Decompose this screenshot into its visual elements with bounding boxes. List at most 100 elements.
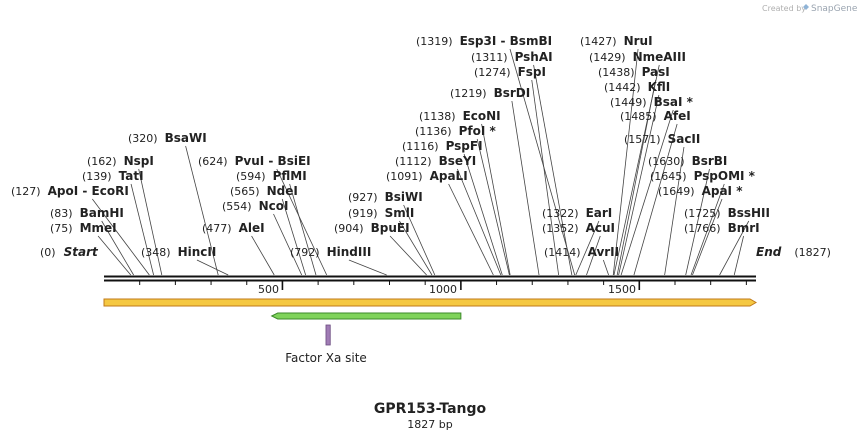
site-position: (554)	[222, 200, 252, 213]
site-enzyme-name: BpuEI	[371, 221, 410, 235]
leader-pspfi	[463, 153, 503, 276]
site-label-nspi[interactable]: (162) NspI	[87, 154, 154, 168]
feature-green-arrow[interactable]	[270, 312, 462, 320]
site-label-afei[interactable]: (1485) AfeI	[620, 109, 691, 123]
site-position: (1485)	[620, 110, 657, 123]
site-label-ndei[interactable]: (565) NdeI	[230, 184, 298, 198]
site-label-bamhi[interactable]: (83) BamHI	[50, 206, 124, 220]
map-subtitle: 1827 bp	[407, 418, 452, 431]
site-enzyme-name: ApoI	[48, 184, 79, 198]
site-position: (565)	[230, 185, 260, 198]
leader-eari	[575, 220, 600, 276]
site-label-econi[interactable]: (1138) EcoNI	[419, 109, 501, 123]
tick-label-1500: 1500	[608, 283, 636, 296]
leader-alei	[251, 235, 275, 276]
site-enzyme-name: SmlI	[385, 206, 415, 220]
site-label-nrui[interactable]: (1427) NruI	[580, 34, 653, 48]
site-label-bsai[interactable]: (1449) BsaI *	[610, 95, 694, 109]
site-label-bsrbi[interactable]: (1630) BsrBI	[648, 154, 727, 168]
site-label-apoi[interactable]: (127) ApoI - EcoRI	[11, 184, 129, 198]
site-label-alei[interactable]: (477) AleI	[202, 221, 265, 235]
credit-text: Created by	[762, 4, 806, 13]
feature-orf-arrow[interactable]	[103, 298, 757, 307]
site-label-pfoi[interactable]: (1136) PfoI *	[415, 124, 496, 138]
site-label-mmei[interactable]: (75) MmeI	[50, 221, 117, 235]
site-label-hindiii[interactable]: (792) HindIII	[290, 245, 371, 259]
site-enzyme-name: PshAI	[515, 50, 553, 64]
site-label-avrii[interactable]: (1414) AvrII	[544, 245, 619, 259]
site-label-pasi[interactable]: (1438) PasI	[598, 65, 670, 79]
leader-acui	[586, 235, 601, 276]
site-label-nmeaiii[interactable]: (1429) NmeAIII	[589, 50, 686, 64]
site-enzyme-name: AleI	[239, 221, 265, 235]
site-label-bsawi[interactable]: (320) BsaWI	[128, 131, 207, 145]
site-label-pspomi[interactable]: (1645) PspOMI *	[650, 169, 756, 183]
start-name: Start	[64, 245, 99, 259]
site-label-eari[interactable]: (1322) EarI	[542, 206, 612, 220]
site-enzyme-name: EcoNI	[463, 109, 501, 123]
site-position: (1138)	[419, 110, 456, 123]
site-enzyme-name: MmeI	[80, 221, 117, 235]
site-label-smli[interactable]: (919) SmlI	[348, 206, 414, 220]
leader-hindiii	[348, 259, 387, 276]
leader-pfoi	[476, 138, 510, 276]
site-enzyme-name: BsaWI	[165, 131, 207, 145]
start-label: (0) Start	[40, 245, 99, 259]
site-enzyme-name: PfoI *	[459, 124, 497, 138]
site-label-acui[interactable]: (1352) AcuI	[542, 221, 615, 235]
site-enzyme-name: NcoI	[259, 199, 289, 213]
site-label-pshai[interactable]: (1311) PshAI	[471, 50, 553, 64]
site-position: (1219)	[450, 87, 487, 100]
site-enzyme-name: Esp3I	[460, 34, 497, 48]
site-label-pspfi[interactable]: (1116) PspFI	[402, 139, 483, 153]
site-label-sacii[interactable]: (1571) SacII	[624, 132, 700, 146]
site-label-hincii[interactable]: (348) HincII	[141, 245, 216, 259]
leader-pflmi	[289, 183, 317, 276]
site-label-fspi[interactable]: (1274) FspI	[474, 65, 546, 79]
leader-pvui	[276, 168, 328, 276]
leader-ndei	[281, 198, 307, 276]
factor-xa-label[interactable]: Factor Xa site	[285, 351, 367, 365]
leader-bsai	[620, 109, 674, 276]
leader-ncoi	[273, 213, 303, 276]
site-label-bseyi[interactable]: (1112) BseYI	[395, 154, 476, 168]
tick-label-500: 500	[258, 283, 279, 296]
site-enzyme-name: NspI	[124, 154, 154, 168]
site-label-pvui[interactable]: (624) PvuI - BsiEI	[198, 154, 311, 168]
leader-afei	[633, 123, 678, 276]
site-position: (1725)	[684, 207, 721, 220]
site-label-pflmi[interactable]: (594) PflMI	[236, 169, 307, 183]
site-position: (1322)	[542, 207, 579, 220]
scale-ticks	[139, 281, 747, 290]
site-enzyme-name: PflMI	[273, 169, 307, 183]
site-position: (320)	[128, 132, 158, 145]
site-position: (927)	[348, 191, 378, 204]
site-position: (1766)	[684, 222, 721, 235]
site-label-esp3i[interactable]: (1319) Esp3I - BsmBI	[416, 34, 552, 48]
site-label-apai[interactable]: (1649) ApaI *	[658, 184, 743, 198]
site-label-bpuei[interactable]: (904) BpuEI	[334, 221, 410, 235]
site-label-tati[interactable]: (139) TatI	[82, 169, 144, 183]
factor-xa-site-box[interactable]	[325, 324, 331, 346]
site-enzyme-name: AvrII	[588, 245, 620, 259]
site-label-bmri[interactable]: (1766) BmrI	[684, 221, 760, 235]
site-label-bsrdi[interactable]: (1219) BsrDI	[450, 86, 530, 100]
leader-bpuei	[389, 235, 427, 276]
site-enzyme-name: BamHI	[80, 206, 124, 220]
site-enzyme-name: BsaI *	[654, 95, 694, 109]
site-label-kfli[interactable]: (1442) KflI	[604, 80, 670, 94]
site-position: (1136)	[415, 125, 452, 138]
site-label-apali[interactable]: (1091) ApaLI	[386, 169, 468, 183]
site-enzyme-name: AfeI	[664, 109, 691, 123]
site-position: (1630)	[648, 155, 685, 168]
site-position: (1414)	[544, 246, 581, 259]
enzyme-labels: (75) MmeI (83) BamHI (127) ApoI - EcoRI(139) T…	[11, 34, 770, 259]
site-enzyme-name: PvuI	[235, 154, 265, 168]
leader-bsrbi	[685, 168, 710, 276]
site-position: (1311)	[471, 51, 508, 64]
site-label-ncoi[interactable]: (554) NcoI	[222, 199, 288, 213]
site-label-bsiwi[interactable]: (927) BsiWI	[348, 190, 423, 204]
site-label-bsshii[interactable]: (1725) BssHII	[684, 206, 770, 220]
end-pos: (1827)	[794, 246, 831, 259]
site-enzyme-name: ApaLI	[430, 169, 468, 183]
